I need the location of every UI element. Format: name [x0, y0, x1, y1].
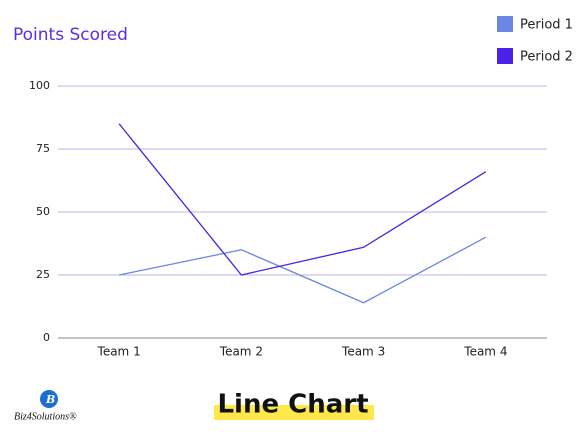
logo-icon-letter: B — [45, 393, 55, 406]
legend-swatch — [497, 48, 513, 64]
legend-label: Period 1 — [520, 18, 573, 33]
logo: B Biz4Solutions® — [14, 390, 77, 422]
logo-text: Biz4Solutions® — [14, 411, 77, 422]
y-tick-label: 50 — [36, 205, 50, 218]
line — [118, 236, 487, 304]
line — [118, 123, 487, 276]
caption-highlight — [214, 405, 374, 420]
y-tick-label: 0 — [43, 331, 50, 344]
x-tick-label: Team 1 — [97, 345, 141, 359]
plot: 0 25 50 75 100 Team 1 Team 2 Team 3 Team 4 — [29, 79, 547, 359]
legend-label: Period 2 — [520, 50, 573, 65]
x-tick-label: Team 3 — [341, 345, 385, 359]
legend-swatch — [497, 16, 513, 32]
chart-title: Points Scored — [13, 25, 128, 45]
y-tick-label: 100 — [29, 79, 50, 92]
x-tick-label: Team 2 — [219, 345, 263, 359]
logo-icon — [40, 390, 58, 408]
x-tick-label: Team 4 — [463, 345, 507, 359]
caption: Line Chart — [217, 390, 368, 420]
y-tick-label: 25 — [36, 268, 50, 281]
legend: Period 1 Period 2 — [497, 16, 573, 65]
y-tick-label: 75 — [36, 142, 50, 155]
